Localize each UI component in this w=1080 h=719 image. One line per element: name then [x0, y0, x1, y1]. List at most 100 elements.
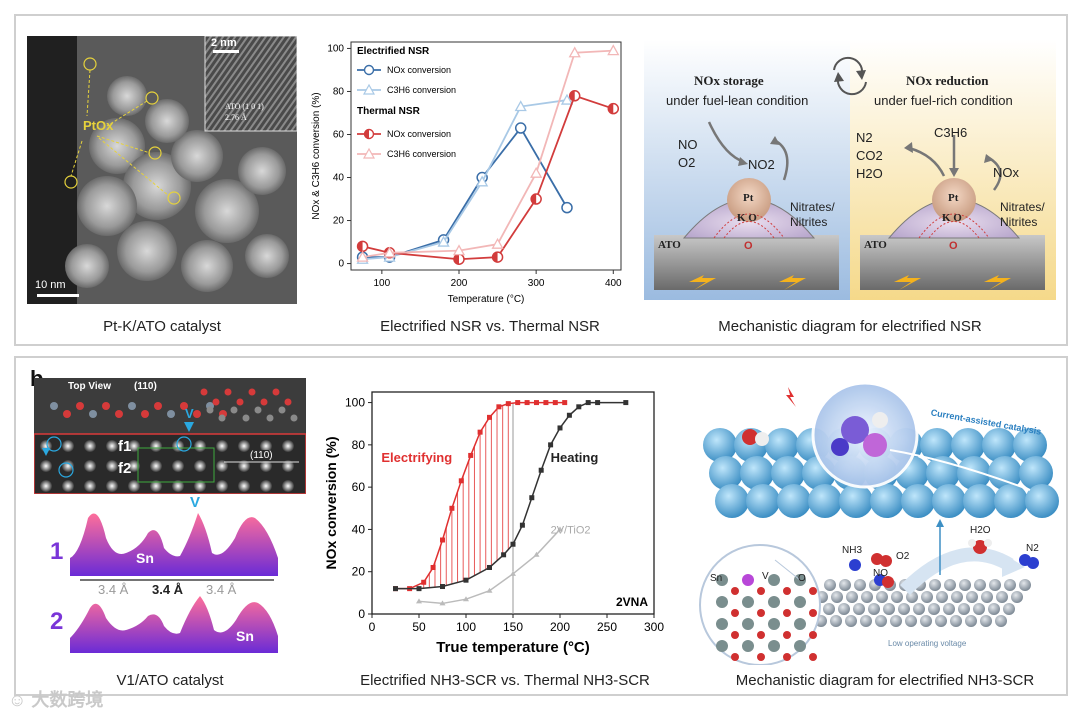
- support-atom: [830, 615, 842, 627]
- legend-label: C3H6 conversion: [387, 85, 456, 95]
- support-atom: [861, 591, 873, 603]
- data-point: [585, 400, 591, 406]
- chart-nsr-caption: Electrified NSR vs. Thermal NSR: [380, 318, 600, 335]
- series-line: [362, 126, 568, 258]
- data-point: [421, 579, 427, 585]
- data-point: [557, 526, 563, 532]
- catalyst-sphere: [901, 484, 935, 518]
- legend-label: NOx conversion: [387, 129, 451, 139]
- support-atom: [973, 603, 985, 615]
- chart-scr-xlabel: True temperature (°C): [436, 639, 590, 656]
- atom: [102, 402, 110, 410]
- x-tick-label: 300: [644, 620, 664, 634]
- atom: [236, 398, 244, 406]
- data-point: [514, 100, 527, 112]
- watermark-text: ☺ 大数跨境: [8, 690, 104, 710]
- stem-spot: [106, 440, 118, 452]
- stem-spot: [128, 480, 140, 492]
- atom: [200, 388, 208, 396]
- chart-scr-ylabel: NOx conversion (%): [323, 436, 339, 569]
- profile-1-label: 1: [50, 538, 64, 565]
- o-lattice-label: O: [798, 573, 806, 584]
- co2-label: CO2: [856, 148, 883, 163]
- lattice-oxygen: [731, 609, 739, 617]
- nox-reduction-title: NOx reduction: [906, 73, 989, 88]
- data-point: [534, 400, 539, 406]
- data-point-fill: [531, 194, 537, 205]
- series-line: [362, 99, 568, 261]
- catalyst-sphere: [709, 456, 743, 490]
- lattice-oxygen: [809, 631, 817, 639]
- support-atom: [1003, 603, 1015, 615]
- o2-label: O2: [678, 155, 696, 170]
- stem-spot: [128, 460, 140, 472]
- nox-storage-sub: under fuel-lean condition: [666, 93, 809, 108]
- data-point: [440, 584, 445, 590]
- ato-left-label: ATO: [658, 239, 681, 251]
- stem-spot: [40, 480, 52, 492]
- stem-spot: [106, 480, 118, 492]
- atom: [115, 410, 123, 418]
- pt-right-label: Pt: [948, 192, 959, 204]
- support-atom: [845, 615, 857, 627]
- catalyst-sphere: [963, 484, 997, 518]
- y-tick-label: 40: [333, 173, 345, 184]
- lattice-atom: [768, 640, 780, 652]
- stem-image-drawing: [33, 378, 307, 495]
- support-atom: [831, 591, 843, 603]
- support-atom: [890, 615, 902, 627]
- lattice-oxygen: [731, 631, 739, 639]
- scr-mechanism-drawing: [699, 381, 1059, 666]
- nox-right-label: NOx: [993, 165, 1019, 180]
- support-atom: [860, 615, 872, 627]
- legend-marker: [362, 83, 376, 95]
- data-point: [510, 541, 516, 547]
- series-line: [362, 94, 614, 261]
- atom: [128, 402, 136, 410]
- atom: [272, 388, 280, 396]
- support-atom: [959, 579, 971, 591]
- data-point: [449, 505, 455, 511]
- series-label-electrifying: Electrifying: [381, 450, 452, 465]
- atom: [206, 406, 214, 414]
- inset-spacing-label: 2.76 Å: [225, 113, 247, 122]
- data-point: [530, 166, 543, 178]
- catalyst-sphere: [1013, 428, 1047, 462]
- v-lattice-label: V: [762, 571, 769, 582]
- chart-nsr-ylabel: NOx & C3H6 conversion (%): [311, 92, 322, 219]
- series-label-2v-tio2: 2V/TiO2: [551, 525, 591, 537]
- no2-label: NO2: [748, 157, 775, 172]
- support-atom: [853, 603, 865, 615]
- data-point: [416, 586, 422, 592]
- data-point: [529, 495, 535, 501]
- support-atom: [974, 579, 986, 591]
- support-atom: [854, 579, 866, 591]
- lattice-atom: [716, 618, 728, 630]
- distance-3: 3.4 Å: [206, 582, 237, 597]
- data-point: [557, 425, 563, 431]
- support-atom: [935, 615, 947, 627]
- catalyst-sphere: [982, 428, 1016, 462]
- stem-spot: [172, 460, 184, 472]
- stem-spot: [238, 460, 250, 472]
- support-atom: [824, 579, 836, 591]
- support-atom: [943, 603, 955, 615]
- y-tick-label: 40: [352, 522, 366, 536]
- data-point: [510, 570, 516, 576]
- data-point: [543, 400, 549, 406]
- support-atom: [868, 603, 880, 615]
- atom: [154, 402, 162, 410]
- data-point: [477, 429, 483, 435]
- tem-image-drawing: [27, 36, 297, 304]
- atom: [193, 410, 201, 418]
- data-point: [439, 600, 446, 606]
- data-point: [519, 522, 525, 528]
- intensity-profiles: 1 2 Sn Sn V 3.4 Å 3.4 Å 3.4 Å: [40, 494, 302, 656]
- stem-spot: [150, 460, 162, 472]
- support-atom: [1019, 579, 1031, 591]
- pt-left-label: Pt: [743, 192, 754, 204]
- support-atom: [951, 591, 963, 603]
- data-point-fill: [492, 252, 498, 263]
- x-tick-label: 0: [369, 620, 376, 634]
- data-point: [568, 46, 581, 58]
